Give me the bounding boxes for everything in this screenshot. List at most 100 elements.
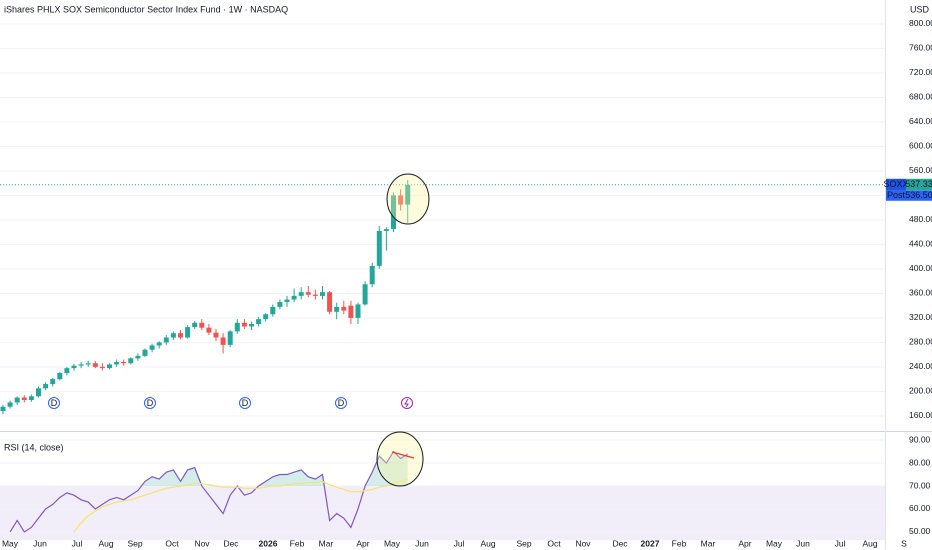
y-tick-label: 70.00 [909,480,931,490]
candle-body [383,229,389,231]
x-tick-label: Jul [72,538,83,548]
x-tick-label: Jul [835,538,846,548]
candle-body [277,301,283,307]
candle-body [21,397,27,400]
y-tick-label: 80.00 [909,457,931,467]
x-tick-label: Apr [738,538,751,548]
x-tick-label: Apr [356,538,369,548]
candle-body [0,406,6,412]
event-marker [239,397,251,409]
candle-body [206,327,212,333]
x-tick-label: Dec [223,538,239,548]
candle-body [376,230,382,266]
candle-body [114,362,120,365]
x-tick-label: Feb [290,538,305,548]
candle-body [256,319,262,325]
x-tick-label: Oct [547,538,561,548]
candle-body [348,305,354,318]
symbol-tag-text: SOXX [883,179,908,189]
x-tick-label: 2027 [641,538,660,548]
x-tick-label: Nov [194,538,210,548]
candle-body [156,342,162,346]
x-tick-label: Jul [454,538,465,548]
x-tick-label: Jun [796,538,810,548]
candle-body [71,365,77,369]
y-tick-label: 60.00 [909,503,931,513]
candle-body [142,349,148,356]
candle-body [362,284,368,305]
candle-body [220,337,226,345]
candle-body [355,304,361,318]
y-tick-label: 360.00 [909,288,932,298]
y-tick-label: 760.00 [909,43,932,53]
x-tick-label: Jun [33,538,47,548]
candle-body [298,292,304,296]
candle-body [28,396,34,400]
post-price-text: 536.50 [905,190,932,200]
candle-body [107,364,112,369]
candle-body [199,322,205,328]
highlight-circle [386,173,430,225]
candle-body [305,292,311,295]
candle-body [334,306,340,312]
candle-body [50,379,56,385]
y-tick-label: 90.00 [909,434,931,444]
candle-body [213,332,219,338]
event-label: D [51,398,58,408]
candle-body [170,333,176,338]
candle-body [135,355,141,359]
candle-body [57,373,63,380]
event-marker [144,397,156,409]
candle-body [7,402,13,407]
candle-body [405,184,411,205]
x-tick-label: Mar [701,538,716,548]
candle-body [99,366,105,369]
candle-body [78,364,84,366]
candle-body [312,294,318,296]
candle-body [185,327,191,338]
y-tick-label: 240.00 [909,361,932,371]
post-tag-text: Post [887,190,906,200]
y-tick-label: 800.00 [909,18,932,28]
candle-body [369,265,375,285]
candle-body [92,363,98,367]
post-tag [886,190,906,201]
candle-body [398,195,404,205]
candle-body [284,299,290,302]
rsi-line [9,450,409,533]
x-tick-label: Sep [127,538,142,548]
post-price-tag [906,190,932,201]
event-label: D [147,398,154,408]
x-tick-label: Sep [516,538,531,548]
y-tick-label: 680.00 [909,92,932,102]
candle-body [320,292,325,296]
candle-body [327,292,333,312]
y-tick-label: 600.00 [909,141,932,151]
x-tick-label: Aug [862,538,877,548]
price-tag-text: 537.33 [905,179,932,189]
chart-title: iShares PHLX SOX Semiconductor Sector In… [4,4,288,14]
x-tick-label: Aug [480,538,495,548]
candle-body [43,384,49,389]
y-tick-label: 640.00 [909,116,932,126]
event-label: D [242,398,249,408]
candle-body [64,368,70,374]
x-tick-label: Oct [165,538,179,548]
earnings-icon [404,398,409,408]
y-tick-label: 280.00 [909,337,932,347]
candle-body [192,322,198,328]
x-tick-label: May [384,538,401,548]
x-tick-label: Nov [575,538,591,548]
candle-body [249,324,254,327]
candle-body [163,337,169,343]
symbol-tag [886,178,906,191]
y-tick-label: 480.00 [909,214,932,224]
rsi-title: RSI (14, close) [4,442,64,452]
y-tick-label: 400.00 [909,263,932,273]
event-label: D [338,398,345,408]
trend-line [391,451,415,459]
candle-body [227,331,233,345]
candle-body [85,363,91,365]
